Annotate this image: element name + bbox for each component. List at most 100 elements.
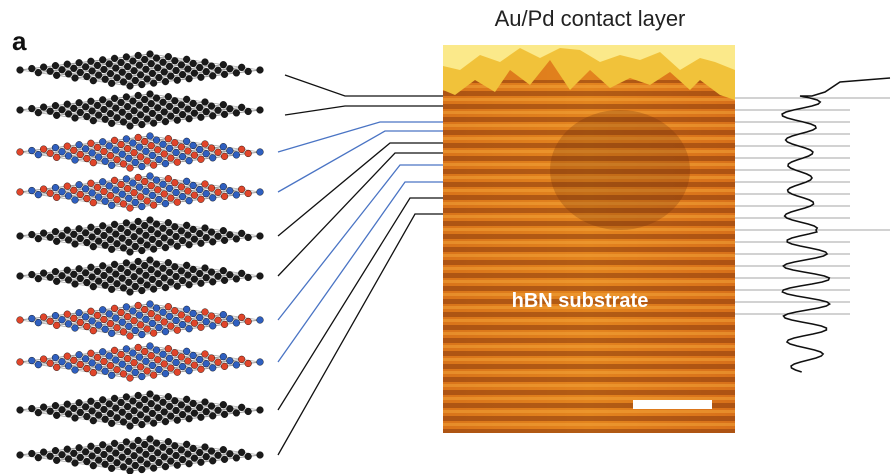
atom [120,160,127,167]
atom [112,315,119,322]
atom [112,450,119,457]
atom [76,141,83,148]
atom [209,457,216,464]
atom [52,228,59,235]
atom [59,316,66,323]
atom [135,174,142,181]
atom [160,141,167,148]
atom [198,156,205,163]
atom [94,102,101,109]
atom [178,62,185,69]
atom [111,305,118,312]
atom [147,436,154,443]
atom [184,188,191,195]
atom [174,159,181,166]
atom [83,365,90,372]
atom [59,451,66,458]
atom [166,355,173,362]
atom [120,78,127,85]
atom [173,67,180,74]
atom [149,192,156,199]
atom [123,94,130,101]
atom [70,65,77,72]
atom [77,109,84,116]
atom [161,69,168,76]
atom [150,80,157,87]
atom [183,138,190,145]
atom [150,120,157,127]
atom [257,273,264,280]
atom [221,237,228,244]
atom [203,150,210,157]
connectors [278,75,443,455]
atom [136,144,143,151]
atom [53,278,60,285]
atom [257,189,264,196]
atom [90,369,97,376]
atom [150,162,157,169]
atom [156,459,163,466]
atom [123,136,130,143]
atom [203,68,210,75]
atom [90,199,97,206]
atom [53,238,60,245]
atom [119,361,126,368]
atom [174,77,181,84]
atom [47,108,54,115]
atom [101,106,108,113]
atom [149,362,156,369]
atom [118,141,125,148]
atom [220,143,227,150]
atom [65,455,72,462]
atom [165,259,172,266]
atom [161,109,168,116]
atom [173,233,180,240]
atom [198,74,205,81]
atom [215,317,222,324]
atom [226,315,233,322]
atom [138,121,145,128]
atom [64,446,71,453]
atom [83,113,90,120]
atom [124,63,131,70]
atom [245,190,252,197]
atom [154,314,161,321]
atom [77,235,84,242]
atom [173,273,180,280]
atom [174,117,181,124]
atom [209,238,216,245]
atom [191,276,198,283]
atom [123,54,130,61]
atom [40,64,47,71]
atom [137,321,144,328]
atom [257,407,264,414]
atom [102,76,109,83]
atom [148,445,155,452]
atomic-layer [17,133,264,172]
atom [137,411,144,418]
atom [136,447,143,454]
atom [88,308,95,315]
atom [209,364,216,371]
atom [208,63,215,70]
atom [47,190,54,197]
atom [88,58,95,65]
atom [95,154,102,161]
atom [52,354,59,361]
atom [165,175,172,182]
atom [238,314,245,321]
atom [144,282,151,289]
atom [17,233,24,240]
atom [221,111,228,118]
atom [53,112,60,119]
atomic-layer [17,91,264,130]
atom [52,184,59,191]
atom [186,281,193,288]
atom [112,65,119,72]
atom [102,242,109,249]
atom [150,330,157,337]
atom [72,460,79,467]
atom [153,55,160,62]
atom [95,457,102,464]
atom [148,310,155,317]
